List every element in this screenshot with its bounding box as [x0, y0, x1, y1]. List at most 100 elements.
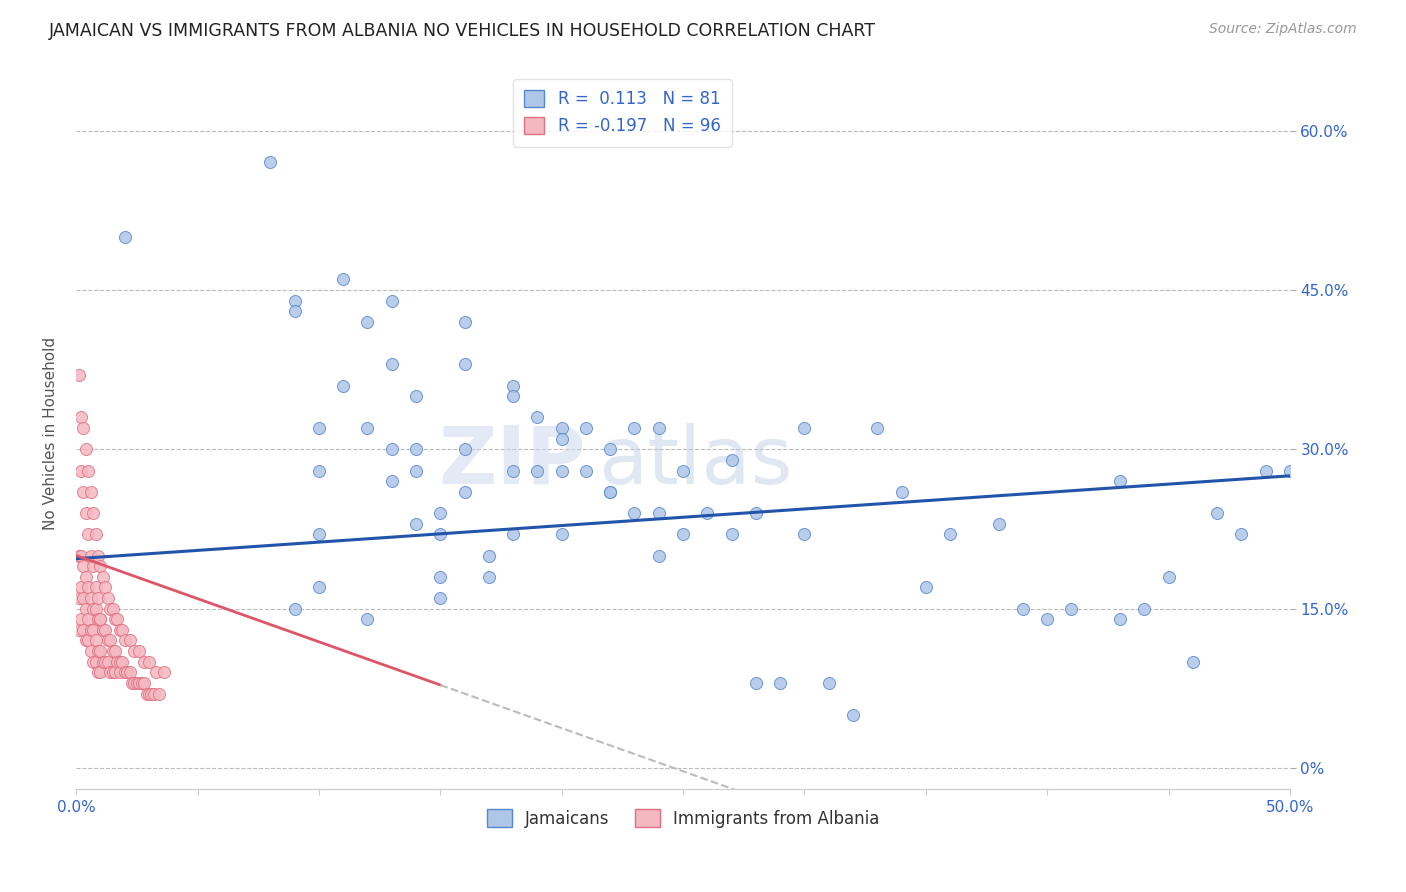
Point	[82, 655, 104, 669]
Point	[284, 293, 307, 308]
Point	[101, 644, 124, 658]
Point	[138, 655, 160, 669]
Point	[94, 623, 117, 637]
Point	[89, 559, 111, 574]
Point	[98, 633, 121, 648]
Point	[67, 623, 90, 637]
Point	[1230, 527, 1253, 541]
Point	[502, 463, 524, 477]
Point	[134, 676, 156, 690]
Point	[381, 293, 404, 308]
Point	[526, 410, 548, 425]
Point	[121, 676, 143, 690]
Point	[405, 463, 427, 477]
Point	[141, 687, 163, 701]
Point	[89, 644, 111, 658]
Point	[308, 463, 330, 477]
Point	[575, 463, 598, 477]
Point	[70, 463, 93, 477]
Point	[259, 155, 281, 169]
Point	[87, 612, 110, 626]
Point	[502, 389, 524, 403]
Point	[67, 591, 90, 605]
Point	[75, 633, 97, 648]
Point	[142, 687, 165, 701]
Point	[101, 601, 124, 615]
Point	[77, 463, 100, 477]
Point	[75, 442, 97, 457]
Point	[745, 676, 768, 690]
Point	[453, 484, 475, 499]
Point	[672, 463, 695, 477]
Point	[502, 378, 524, 392]
Point	[124, 676, 146, 690]
Point	[526, 463, 548, 477]
Point	[648, 506, 671, 520]
Point	[82, 623, 104, 637]
Point	[128, 676, 150, 690]
Point	[111, 623, 134, 637]
Point	[97, 591, 120, 605]
Point	[914, 580, 936, 594]
Point	[1133, 601, 1156, 615]
Point	[769, 676, 792, 690]
Point	[550, 432, 572, 446]
Point	[599, 442, 621, 457]
Point	[107, 612, 129, 626]
Point	[478, 549, 501, 563]
Point	[453, 315, 475, 329]
Point	[405, 516, 427, 531]
Point	[1206, 506, 1229, 520]
Point	[356, 315, 378, 329]
Point	[75, 570, 97, 584]
Point	[575, 421, 598, 435]
Point	[70, 410, 93, 425]
Point	[284, 601, 307, 615]
Point	[70, 580, 93, 594]
Point	[84, 580, 107, 594]
Point	[84, 527, 107, 541]
Point	[114, 229, 136, 244]
Point	[89, 665, 111, 680]
Point	[77, 527, 100, 541]
Point	[1036, 612, 1059, 626]
Point	[1060, 601, 1083, 615]
Point	[308, 527, 330, 541]
Point	[89, 612, 111, 626]
Point	[87, 644, 110, 658]
Point	[134, 655, 156, 669]
Point	[599, 484, 621, 499]
Point	[672, 527, 695, 541]
Point	[114, 665, 136, 680]
Point	[84, 655, 107, 669]
Point	[124, 644, 146, 658]
Point	[87, 549, 110, 563]
Point	[80, 591, 103, 605]
Text: ZIP: ZIP	[439, 423, 586, 500]
Point	[135, 687, 157, 701]
Point	[720, 527, 742, 541]
Point	[1109, 612, 1132, 626]
Point	[356, 612, 378, 626]
Point	[502, 527, 524, 541]
Point	[793, 421, 815, 435]
Point	[1278, 463, 1301, 477]
Point	[842, 707, 865, 722]
Point	[72, 421, 94, 435]
Point	[429, 527, 451, 541]
Point	[70, 612, 93, 626]
Point	[145, 665, 167, 680]
Point	[84, 633, 107, 648]
Point	[648, 549, 671, 563]
Point	[91, 570, 114, 584]
Point	[77, 612, 100, 626]
Point	[745, 506, 768, 520]
Point	[381, 474, 404, 488]
Point	[67, 368, 90, 382]
Point	[405, 389, 427, 403]
Point	[104, 665, 127, 680]
Point	[82, 559, 104, 574]
Point	[1254, 463, 1277, 477]
Point	[72, 623, 94, 637]
Point	[87, 665, 110, 680]
